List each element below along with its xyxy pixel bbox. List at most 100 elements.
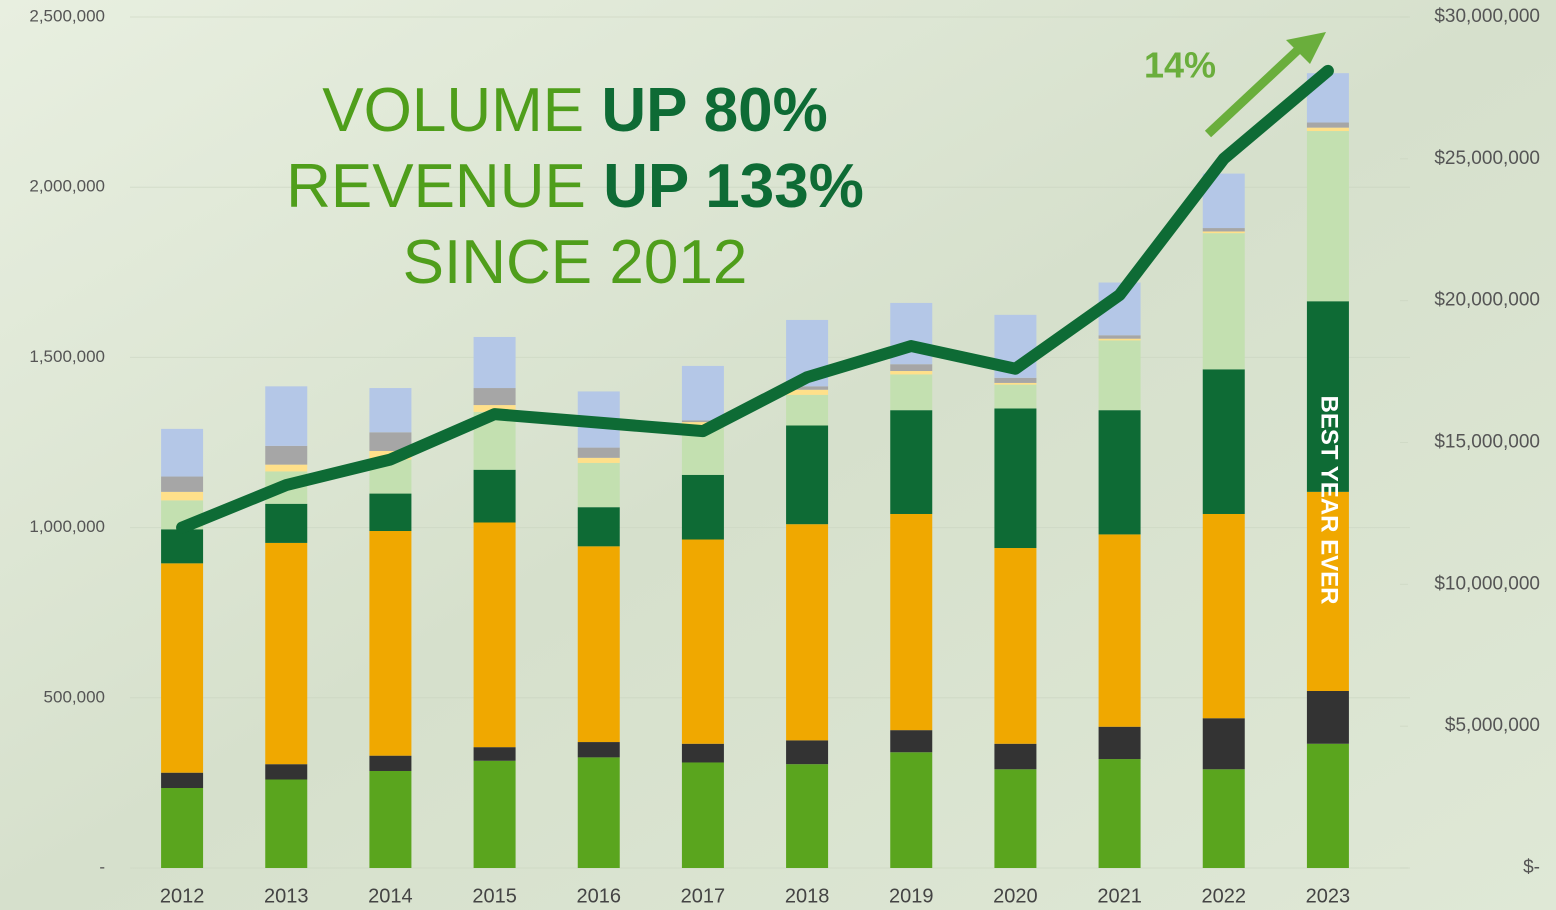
bar-segment xyxy=(786,386,829,390)
bar-segment xyxy=(369,388,412,433)
bar-segment xyxy=(265,464,308,472)
bar-segment xyxy=(473,760,516,868)
bar-segment xyxy=(786,764,829,868)
bar-segment xyxy=(1098,410,1141,535)
bar-segment xyxy=(1098,340,1141,411)
bar-segment xyxy=(577,462,620,508)
bar-segment xyxy=(890,364,933,372)
bar-segment xyxy=(1098,335,1141,339)
bar-segment xyxy=(577,757,620,868)
bar-segment xyxy=(890,513,933,731)
bar-segment xyxy=(1098,759,1141,868)
y2-tick-label: $15,000,000 xyxy=(1434,432,1540,453)
bar-segment xyxy=(161,491,204,501)
bar-segment xyxy=(1202,228,1245,232)
headline-text: REVENUE xyxy=(286,152,586,221)
bar-segment xyxy=(681,762,724,868)
bar-segment xyxy=(890,410,933,514)
y2-tick-label: $30,000,000 xyxy=(1434,6,1540,27)
bar-segment xyxy=(473,747,516,761)
bar-segment xyxy=(786,740,829,765)
bar-segment xyxy=(994,548,1037,744)
bar-segment xyxy=(994,382,1037,385)
bar-segment xyxy=(681,474,724,540)
headline-emphasis: UP 80% xyxy=(601,76,827,145)
bar-segment xyxy=(265,503,308,543)
bar-segment xyxy=(786,394,829,426)
bar-segment xyxy=(577,457,620,463)
bar-segment xyxy=(681,422,724,426)
headline-text: VOLUME xyxy=(322,76,584,145)
bar-segment xyxy=(994,743,1037,770)
bar-segment xyxy=(369,493,412,532)
bar-segment xyxy=(473,522,516,748)
bar-segment xyxy=(1202,769,1245,868)
x-tick-label: 2022 xyxy=(1202,885,1247,907)
bar-segment xyxy=(681,539,724,744)
x-tick-label: 2012 xyxy=(160,885,205,907)
bar-segment xyxy=(1098,726,1141,760)
bar-segment xyxy=(161,428,204,477)
x-tick-label: 2013 xyxy=(264,885,309,907)
bar-segment xyxy=(1306,690,1349,744)
bar-segment xyxy=(1202,513,1245,719)
bar-segment xyxy=(577,447,620,458)
bar-segment xyxy=(1202,718,1245,770)
bar-segment xyxy=(890,730,933,753)
bar-segment xyxy=(369,770,412,868)
bar-segment xyxy=(265,542,308,765)
y-tick-label: - xyxy=(99,857,105,876)
bar-segment xyxy=(681,365,724,421)
bar-segment xyxy=(1202,233,1245,370)
bar-segment xyxy=(265,386,308,446)
bar-segment xyxy=(369,432,412,452)
y-tick-label: 1,500,000 xyxy=(29,347,105,366)
x-tick-label: 2014 xyxy=(368,885,413,907)
y2-tick-label: $10,000,000 xyxy=(1434,573,1540,594)
headline-line: REVENUE UP 133% xyxy=(286,152,864,221)
x-tick-label: 2016 xyxy=(577,885,622,907)
bar-segment xyxy=(161,476,204,492)
bar-segment xyxy=(890,752,933,868)
y-tick-label: 500,000 xyxy=(44,687,105,706)
x-tick-label: 2021 xyxy=(1097,885,1142,907)
headline-text: SINCE 2012 xyxy=(403,228,748,297)
y-tick-label: 2,500,000 xyxy=(29,6,105,25)
y2-tick-label: $20,000,000 xyxy=(1434,290,1540,311)
bar-segment xyxy=(577,742,620,758)
y-tick-label: 2,000,000 xyxy=(29,177,105,196)
y2-tick-label: $- xyxy=(1523,857,1540,878)
bar-segment xyxy=(786,524,829,741)
headline-emphasis: UP 133% xyxy=(603,152,864,221)
x-tick-label: 2015 xyxy=(472,885,517,907)
bar-segment xyxy=(161,529,204,564)
bar-segment xyxy=(890,374,933,411)
bar-segment xyxy=(1306,743,1349,868)
revenue-line xyxy=(176,64,1334,534)
x-tick-label: 2020 xyxy=(993,885,1038,907)
x-tick-label: 2023 xyxy=(1306,885,1351,907)
x-tick-label: 2018 xyxy=(785,885,830,907)
bar-segment xyxy=(161,563,204,773)
bar-segment xyxy=(994,769,1037,868)
bar-segment xyxy=(1202,369,1245,514)
bar-segment xyxy=(577,546,620,743)
bar-segment xyxy=(473,388,516,406)
bar-segment xyxy=(265,764,308,780)
bar-segment xyxy=(1306,491,1349,691)
bar-segment xyxy=(577,507,620,547)
bar-segment xyxy=(473,336,516,389)
bar-segment xyxy=(369,755,412,771)
bar-segment xyxy=(1202,231,1245,234)
bar-segment xyxy=(890,371,933,375)
headline-line: SINCE 2012 xyxy=(403,228,748,297)
bar-segment xyxy=(681,743,724,763)
x-tick-label: 2017 xyxy=(681,885,726,907)
bar-segment xyxy=(1306,122,1349,128)
growth-label: 14% xyxy=(1144,45,1216,86)
bar-segment xyxy=(1306,127,1349,132)
bar-segment xyxy=(994,377,1037,383)
bar-segment xyxy=(161,788,204,868)
x-tick-label: 2019 xyxy=(889,885,934,907)
